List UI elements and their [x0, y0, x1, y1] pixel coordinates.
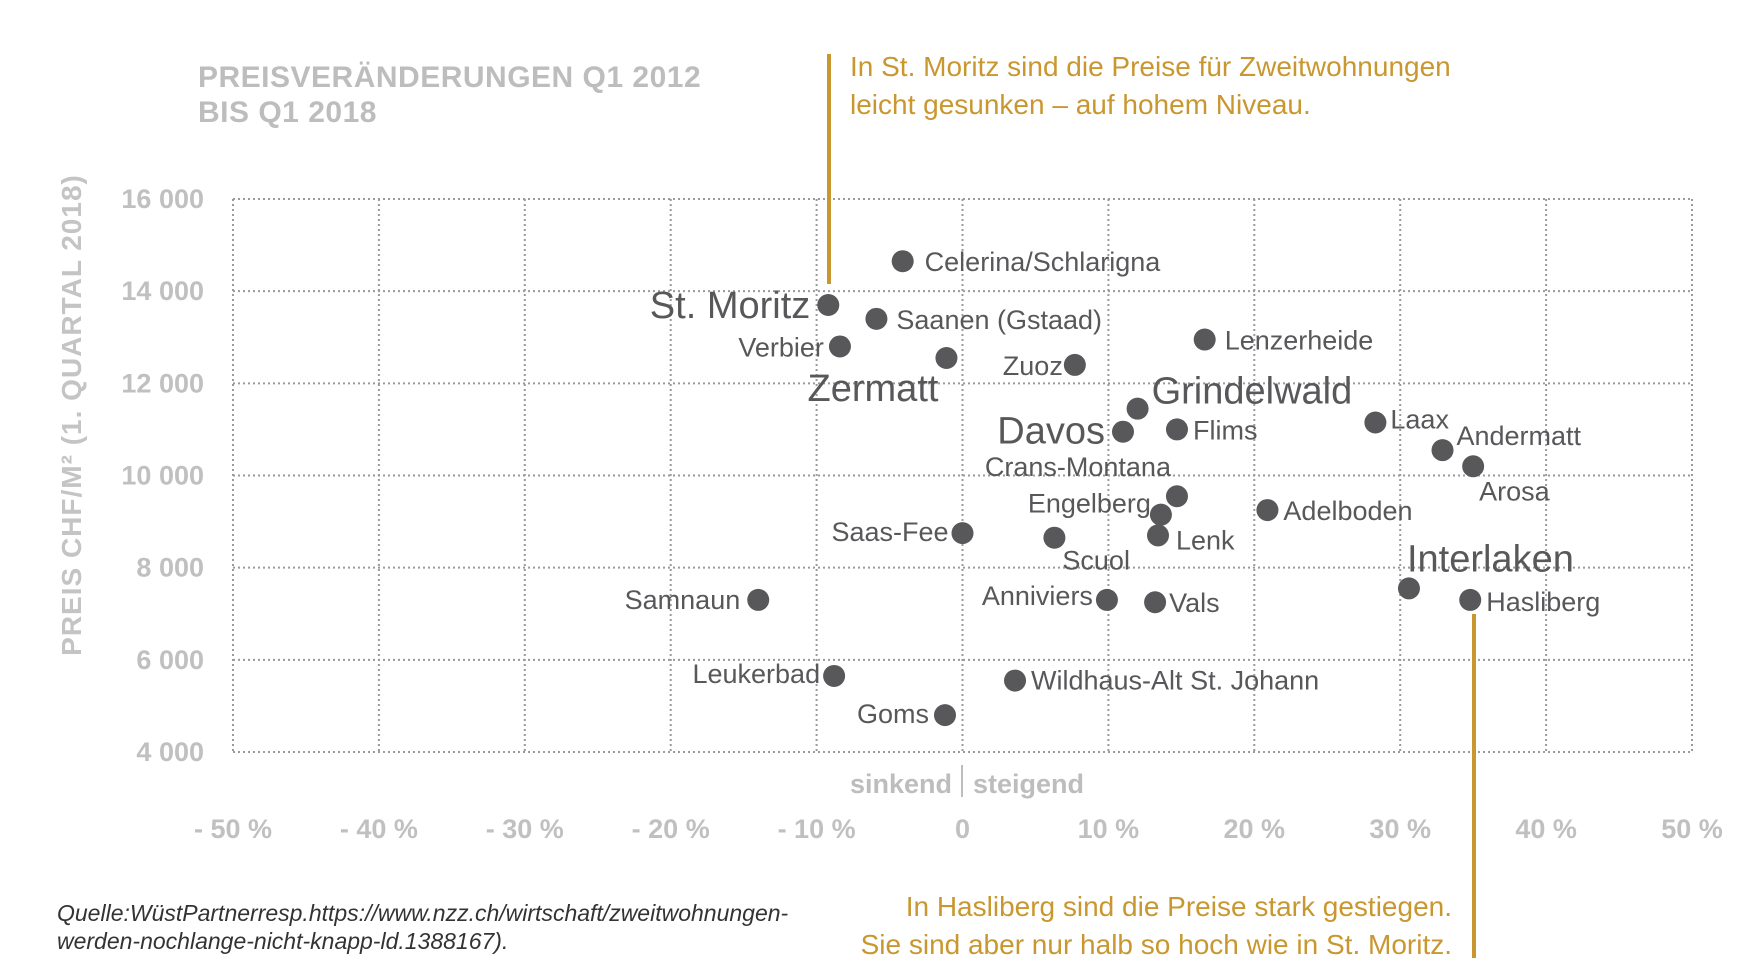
point-scuol: [1043, 526, 1066, 549]
chart-title-line-1: PREISVERÄNDERUNGEN Q1 2012: [198, 61, 701, 94]
point-hasliberg: [1459, 588, 1482, 611]
point-goms: [933, 704, 956, 727]
point-label-verbier: Verbier: [738, 332, 824, 362]
annotation-top-line-1: In St. Moritz sind die Preise für Zweitw…: [850, 51, 1451, 82]
point-celerina-schlarigna: [891, 250, 914, 273]
point-davos: [1111, 420, 1134, 443]
point-grindelwald: [1126, 397, 1149, 420]
annotation-bottom-line-2: Sie sind aber nur halb so hoch wie in St…: [861, 929, 1452, 960]
grid: [232, 198, 1693, 753]
y-axis-label: PREIS CHF/M² (1. QUARTAL 2018): [56, 174, 87, 656]
point-label-interlaken: Interlaken: [1407, 538, 1574, 580]
point-label-engelberg: Engelberg: [1028, 489, 1151, 519]
point-zermatt: [935, 346, 958, 369]
x-tick-label: 50 %: [1661, 814, 1723, 844]
point-arosa: [1462, 455, 1485, 478]
point-label-davos: Davos: [997, 411, 1105, 453]
point-label-scuol: Scuol: [1062, 546, 1130, 576]
y-tick-label: 8 000: [136, 553, 204, 583]
point-label-goms: Goms: [857, 699, 929, 729]
y-tick-label: 6 000: [136, 645, 204, 675]
x-tick-label: 0: [955, 814, 970, 844]
y-tick-label: 16 000: [121, 184, 204, 214]
point-label-crans-montana: Crans-Montana: [985, 452, 1172, 482]
point-label-vals: Vals: [1169, 588, 1220, 618]
point-label-wildhaus-alt-st-johann: Wildhaus-Alt St. Johann: [1031, 666, 1319, 696]
point-label-celerina-schlarigna: Celerina/Schlarigna: [925, 247, 1162, 277]
point-st-moritz: [817, 293, 840, 316]
point-samnaun: [747, 588, 770, 611]
point-label-adelboden: Adelboden: [1283, 496, 1412, 526]
point-label-saanen-gstaad: Saanen (Gstaad): [896, 305, 1102, 335]
point-wildhaus-alt-st-johann: [1004, 669, 1027, 692]
point-label-st-moritz: St. Moritz: [650, 285, 810, 327]
point-verbier: [828, 335, 851, 358]
x-tick-label: 10 %: [1078, 814, 1140, 844]
point-label-leukerbad: Leukerbad: [692, 659, 820, 689]
x-tick-label: - 30 %: [486, 814, 564, 844]
point-crans-montana: [1165, 485, 1188, 508]
point-label-samnaun: Samnaun: [625, 585, 741, 615]
source-line-1: Quelle:WüstPartnerresp.https://www.nzz.c…: [57, 900, 789, 926]
data-points: [747, 250, 1485, 727]
point-vals: [1144, 591, 1167, 614]
point-lenzerheide: [1193, 328, 1216, 351]
point-flims: [1165, 418, 1188, 441]
point-anniviers: [1095, 588, 1118, 611]
point-label-zuoz: Zuoz: [1003, 351, 1063, 381]
x-tick-label: - 40 %: [340, 814, 418, 844]
chart-title-line-2: BIS Q1 2018: [198, 96, 377, 129]
point-label-saas-fee: Saas-Fee: [831, 517, 948, 547]
point-label-lenk: Lenk: [1176, 525, 1235, 555]
direction-label-right: steigend: [973, 769, 1084, 799]
point-label-zermatt: Zermatt: [808, 368, 939, 410]
y-tick-label: 4 000: [136, 737, 204, 767]
point-labels: Celerina/Schlarigna St. Moritz Saanen (Gst…: [625, 247, 1601, 729]
point-label-laax: Laax: [1390, 405, 1449, 435]
point-label-grindelwald: Grindelwald: [1152, 371, 1353, 413]
annotation-top-line-2: leicht gesunken – auf hohem Niveau.: [850, 89, 1311, 120]
y-tick-label: 10 000: [121, 461, 204, 491]
y-tick-label: 12 000: [121, 368, 204, 398]
point-label-hasliberg: Hasliberg: [1486, 587, 1600, 617]
annotation-bottom-line-1: In Hasliberg sind die Preise stark gesti…: [906, 891, 1452, 922]
point-label-flims: Flims: [1193, 415, 1257, 445]
point-label-lenzerheide: Lenzerheide: [1225, 326, 1374, 356]
direction-label-left: sinkend: [850, 769, 952, 799]
point-laax: [1364, 411, 1387, 434]
point-lenk: [1147, 524, 1170, 547]
x-tick-label: 30 %: [1369, 814, 1431, 844]
x-tick-label: - 20 %: [632, 814, 710, 844]
point-label-andermatt: Andermatt: [1457, 421, 1582, 451]
x-tick-label: 40 %: [1515, 814, 1577, 844]
x-tick-label: 20 %: [1224, 814, 1286, 844]
point-adelboden: [1256, 499, 1279, 522]
axis-ticks: - 50 % - 40 % - 30 % - 20 % - 10 % 0 10 % 20 % 3…: [121, 184, 1722, 844]
x-tick-label: - 10 %: [778, 814, 856, 844]
source-line-2: werden-nochlange-nicht-knapp-ld.1388167)…: [57, 928, 508, 954]
point-label-anniviers: Anniviers: [982, 581, 1093, 611]
point-andermatt: [1431, 439, 1454, 462]
point-saanen-gstaad: [865, 307, 888, 330]
x-tick-label: - 50 %: [194, 814, 272, 844]
point-zuoz: [1063, 353, 1086, 376]
point-engelberg: [1149, 503, 1172, 526]
point-saas-fee: [951, 522, 974, 545]
y-tick-label: 14 000: [121, 276, 204, 306]
point-interlaken: [1397, 577, 1420, 600]
point-label-arosa: Arosa: [1479, 476, 1551, 506]
point-leukerbad: [823, 664, 846, 687]
